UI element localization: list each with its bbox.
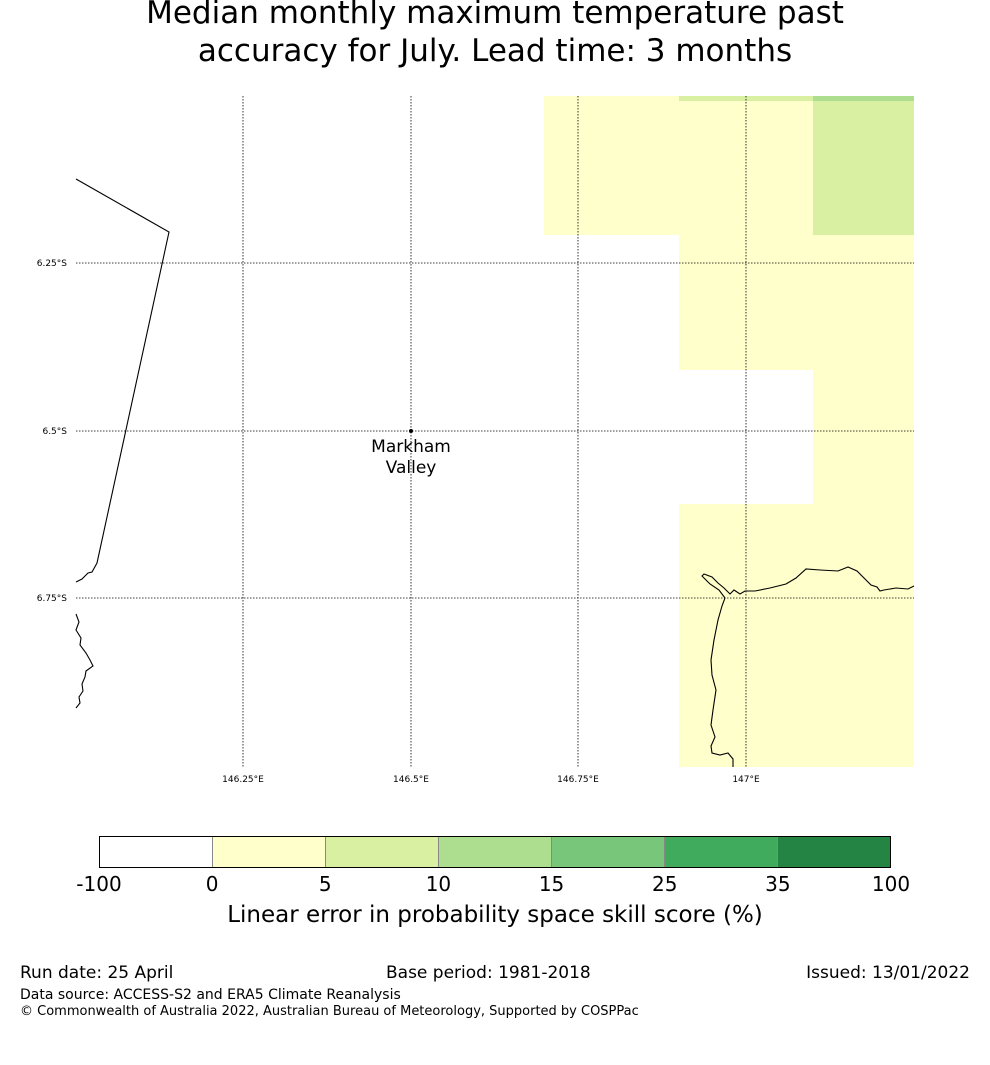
skill-score-map: Markham Valley 6.25°S 6.5°S 6.75°S 146.2… <box>37 96 915 785</box>
colorbar-segment <box>213 837 326 867</box>
province-boundary-line <box>75 178 170 583</box>
colorbar-tick-label: 35 <box>765 872 791 896</box>
colorbar-tick-label: 15 <box>538 872 565 896</box>
place-label-line-1: Markham <box>371 437 451 457</box>
skill-score-grid <box>544 96 914 767</box>
colorbar-tick-label: 25 <box>651 872 678 896</box>
colorbar-tick-label: 100 <box>871 872 911 896</box>
copyright: © Commonwealth of Australia 2022, Austra… <box>20 1004 639 1019</box>
latitude-label: 6.75°S <box>37 594 68 604</box>
longitude-label: 146.75°E <box>557 775 599 785</box>
grid-cell <box>813 96 914 101</box>
grid-cell <box>813 370 914 504</box>
colorbar-tick-label: 0 <box>205 872 219 896</box>
location-marker <box>409 429 413 433</box>
latitude-label: 6.5°S <box>42 427 67 437</box>
map-title-line-1: Median monthly maximum temperature past <box>146 0 844 31</box>
colorbar-segment <box>439 837 552 867</box>
latitude-label: 6.25°S <box>37 259 68 269</box>
map-title: Median monthly maximum temperature past … <box>0 0 990 70</box>
colorbar-segment <box>778 837 890 867</box>
river-line <box>701 566 915 767</box>
base-period: Base period: 1981-2018 <box>386 963 591 983</box>
issued-date: Issued: 13/01/2022 <box>806 963 970 983</box>
data-source: Data source: ACCESS-S2 and ERA5 Climate … <box>20 987 401 1003</box>
run-date: Run date: 25 April <box>20 963 174 983</box>
colorbar-segment <box>326 837 439 867</box>
colorbar-tick-label: 5 <box>318 872 332 896</box>
colorbar-tick-label: -100 <box>76 872 122 896</box>
grid-cell <box>679 504 914 767</box>
colorbar-segment <box>552 837 665 867</box>
map-gridlines <box>76 96 914 767</box>
longitude-label: 146.5°E <box>393 775 429 785</box>
longitude-label: 146.25°E <box>222 775 264 785</box>
map-title-line-2: accuracy for July. Lead time: 3 months <box>197 33 793 69</box>
grid-cell <box>679 235 914 370</box>
colorbar-ticks: -100 0 5 10 15 25 35 100 <box>0 872 990 896</box>
colorbar-tick-label: 10 <box>425 872 452 896</box>
colorbar <box>99 836 891 868</box>
grid-cell <box>813 96 914 235</box>
colorbar-segment <box>665 837 778 867</box>
coastline-features <box>75 178 915 767</box>
place-label-line-2: Valley <box>386 458 437 478</box>
longitude-label: 147°E <box>732 775 760 785</box>
colorbar-label: Linear error in probability space skill … <box>227 902 763 928</box>
colorbar-segment <box>100 837 213 867</box>
grid-cell <box>544 96 679 235</box>
left-coastline <box>75 613 94 709</box>
grid-cell <box>679 96 813 101</box>
